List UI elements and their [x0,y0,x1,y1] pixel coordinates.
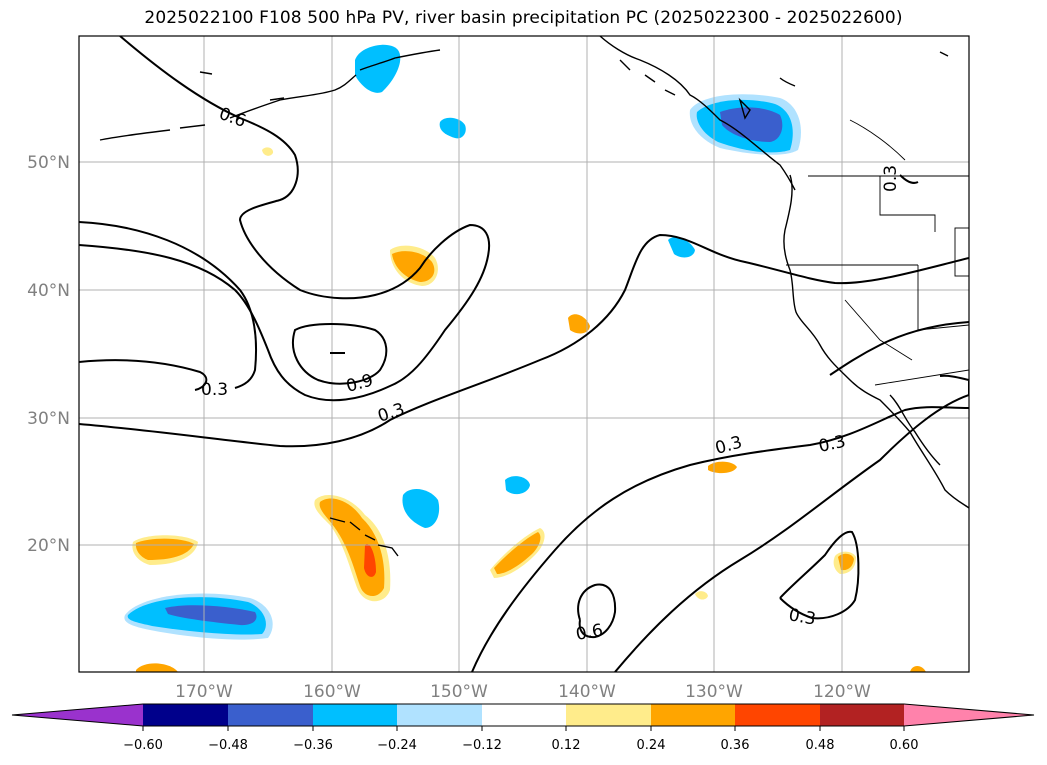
colorbar-label: −0.48 [208,738,248,753]
colorbar-segment [482,704,566,726]
lon-label: 150°W [430,682,488,702]
colorbar-label: −0.60 [123,738,163,753]
contour-label: 0.6 [574,621,604,645]
colorbar-segment [820,704,904,726]
colorbar-label: −0.12 [462,738,502,753]
lon-label: 130°W [685,682,743,702]
colorbar-segment [228,704,313,726]
map-gridlines [79,36,969,672]
colorbar-segment [12,704,143,726]
lon-label: 120°W [813,682,871,702]
colorbar-label: 0.36 [721,738,750,753]
page-title: 2025022100 F108 500 hPa PV, river basin … [144,8,903,28]
colorbar-segment [143,704,228,726]
political-borders [786,119,969,386]
lon-label: 140°W [558,682,616,702]
colorbar-segment [397,704,482,726]
lat-label: 40°N [27,281,70,301]
colorbar-label: 0.48 [806,738,835,753]
precipitation-shading [124,44,926,672]
colorbar-label: −0.24 [377,738,417,753]
colorbar-segment [735,704,820,726]
lon-label: 170°W [175,682,233,702]
colorbar-segment [651,704,735,726]
contour-labels: 0.6 0.3 0.9 0.3 0.3 0.3 0.3 0.6 0.3 [201,104,901,645]
contour-label: 0.3 [881,165,901,192]
colorbar-segment [566,704,651,726]
colorbar-label: 0.24 [637,738,666,753]
colorbar-ticks [142,726,905,731]
contour-label: 0.3 [201,380,228,400]
lat-label: 30°N [27,409,70,429]
colorbar-label: −0.36 [293,738,333,753]
colorbar-label: 0.60 [890,738,919,753]
map-frame [78,35,970,673]
colorbar-label: 0.12 [552,738,581,753]
contour-label: 0.3 [787,605,817,629]
lat-label: 50°N [27,153,70,173]
coastlines [99,36,969,557]
colorbar-segment [313,704,397,726]
lat-label: 20°N [27,536,70,556]
colorbar: −0.60 −0.48 −0.36 −0.24 −0.12 0.12 0.24 … [11,703,1035,753]
lon-label: 160°W [303,682,361,702]
colorbar-segment [904,704,1034,726]
map-area [79,36,969,672]
